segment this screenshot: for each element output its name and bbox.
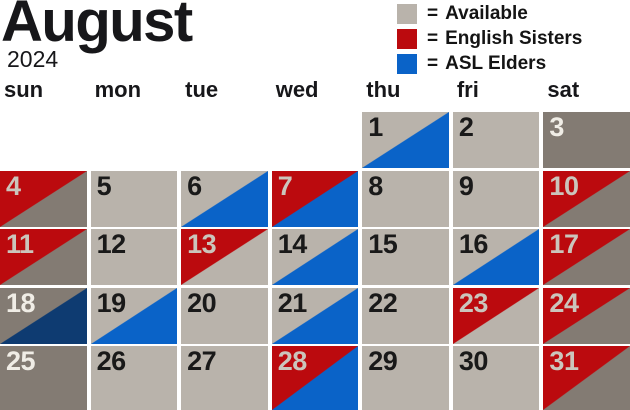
day-cell-14: 14 [271, 229, 359, 285]
day-number: 13 [187, 229, 217, 259]
day-number: 5 [96, 170, 112, 201]
day-number: 31 [549, 346, 579, 376]
day-cell-13: 13 [181, 229, 268, 285]
day-cell-5: 5 [90, 170, 178, 227]
day-cell-1: 1 [362, 112, 449, 168]
day-cell-24: 24 [543, 287, 630, 344]
available-swatch [397, 3, 417, 24]
day-number: 11 [6, 229, 34, 259]
day-header-mon: mon [94, 77, 142, 102]
day-cell-10: 10 [543, 170, 630, 227]
day-cell-11: 11 [0, 229, 87, 285]
day-number: 23 [458, 287, 489, 318]
legend-item-available: = Available [397, 2, 582, 25]
day-number: 29 [368, 346, 398, 376]
day-cell-18: 18 [0, 287, 87, 344]
day-cell-17: 17 [543, 229, 630, 285]
day-number: 18 [6, 287, 36, 318]
legend-label-english-sisters: English Sisters [445, 27, 583, 49]
day-number: 1 [368, 112, 383, 142]
day-cell-30: 30 [452, 346, 540, 410]
day-cell-27: 27 [181, 346, 268, 410]
calendar-grid: 1 2 3 4 5 6 7 8 9 10 11 12 13 14 15 16 17 18 19 20 21 22 23 24 2… [0, 112, 630, 410]
day-number: 21 [277, 287, 308, 318]
year-label: 2024 [7, 46, 59, 72]
legend-item-asl-elders: = ASL Elders [397, 52, 582, 75]
legend: = Available = English Sisters = ASL Elders [397, 2, 582, 75]
day-number: 12 [96, 229, 127, 259]
day-number: 27 [187, 346, 217, 376]
day-number: 7 [277, 170, 293, 201]
day-number: 15 [368, 229, 398, 259]
day-number: 4 [6, 170, 21, 201]
day-header-sat: sat [547, 77, 580, 102]
day-number: 30 [458, 346, 489, 376]
day-cell-20: 20 [181, 287, 268, 344]
day-cell-8: 8 [362, 170, 449, 227]
day-header-sun: sun [4, 77, 44, 102]
legend-label-asl-elders: ASL Elders [445, 52, 547, 74]
empty-day-cell [272, 112, 359, 168]
day-cell-6: 6 [181, 170, 268, 227]
day-header-wed: wed [275, 77, 319, 102]
day-cell-3: 3 [543, 112, 630, 168]
day-cell-22: 22 [362, 287, 449, 344]
page-title: August [1, 0, 193, 54]
legend-equals: = [427, 2, 439, 24]
day-number: 20 [187, 287, 217, 318]
legend-equals: = [427, 27, 439, 49]
day-cell-19: 19 [90, 287, 178, 344]
day-number: 9 [458, 170, 474, 201]
day-cell-4: 4 [0, 170, 87, 227]
day-cell-21: 21 [271, 287, 359, 344]
day-number: 25 [6, 346, 36, 376]
day-number: 22 [368, 287, 398, 318]
day-cell-23: 23 [452, 287, 540, 344]
day-number: 2 [458, 112, 474, 142]
legend-item-english-sisters: = English Sisters [397, 27, 582, 50]
day-cell-15: 15 [362, 229, 449, 285]
day-number: 10 [549, 170, 579, 201]
day-cell-29: 29 [362, 346, 449, 410]
empty-day-cell [0, 112, 87, 168]
day-header-row: sun mon tue wed thu fri sat [0, 76, 630, 104]
day-number: 19 [96, 287, 127, 318]
day-number: 8 [368, 170, 383, 201]
day-cell-12: 12 [90, 229, 178, 285]
day-cell-7: 7 [271, 170, 359, 227]
day-number: 26 [96, 346, 127, 376]
day-header-thu: thu [366, 77, 401, 102]
day-number: 28 [277, 346, 308, 376]
day-cell-16: 16 [452, 229, 540, 285]
day-number: 16 [458, 229, 489, 259]
day-cell-9: 9 [452, 170, 540, 227]
day-cell-25: 25 [0, 346, 87, 410]
asl-elders-swatch [397, 53, 417, 74]
day-cell-31: 31 [543, 346, 630, 410]
day-number: 24 [549, 287, 579, 318]
empty-day-cell [181, 112, 268, 168]
empty-day-cell [91, 112, 178, 168]
day-number: 6 [187, 170, 202, 201]
day-cell-2: 2 [452, 112, 540, 168]
day-number: 3 [549, 112, 564, 142]
legend-label-available: Available [445, 2, 528, 24]
day-number: 17 [549, 229, 579, 259]
day-cell-28: 28 [271, 346, 359, 410]
legend-equals: = [427, 52, 439, 74]
day-cell-26: 26 [90, 346, 178, 410]
english-sisters-swatch [397, 28, 417, 49]
day-number: 14 [277, 229, 308, 259]
day-header-fri: fri [456, 77, 479, 102]
day-header-tue: tue [185, 77, 219, 102]
